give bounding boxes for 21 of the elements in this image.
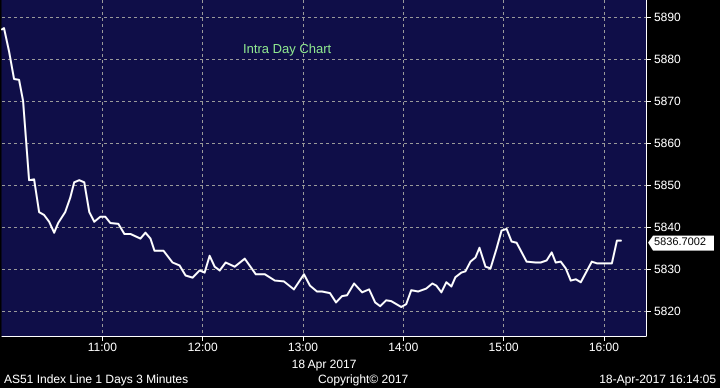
y-tick-label: 5860 <box>654 136 682 150</box>
x-tick-label: 11:00 <box>88 340 118 354</box>
text: AS51 Index Line 1 Days 3 Minutes <box>4 372 188 386</box>
x-tick-label: 12:00 <box>188 340 218 354</box>
x-tick-label: 16:00 <box>588 340 620 354</box>
y-tick-label: 5850 <box>654 178 682 192</box>
text: Intra Day Chart <box>243 41 332 56</box>
line-series <box>1 27 622 308</box>
text: 18-Apr-2017 16:14:05 <box>599 372 716 386</box>
x-axis-title: 18 Apr 2017 <box>292 356 357 371</box>
y-tick-label: 5890 <box>654 10 682 24</box>
text: 5836.7002 <box>654 236 706 248</box>
y-tick-label: 5820 <box>654 304 682 318</box>
x-tick-label: 14:00 <box>388 340 419 354</box>
x-tick-label: 13:00 <box>288 340 318 354</box>
y-tick-label: 5880 <box>654 52 682 66</box>
x-tick-label: 15:00 <box>488 340 519 354</box>
y-tick-label: 5840 <box>654 220 682 234</box>
y-tick-label: 5830 <box>654 262 682 276</box>
y-tick-label: 5870 <box>654 94 682 108</box>
text: Copyright© 2017 <box>318 372 409 386</box>
